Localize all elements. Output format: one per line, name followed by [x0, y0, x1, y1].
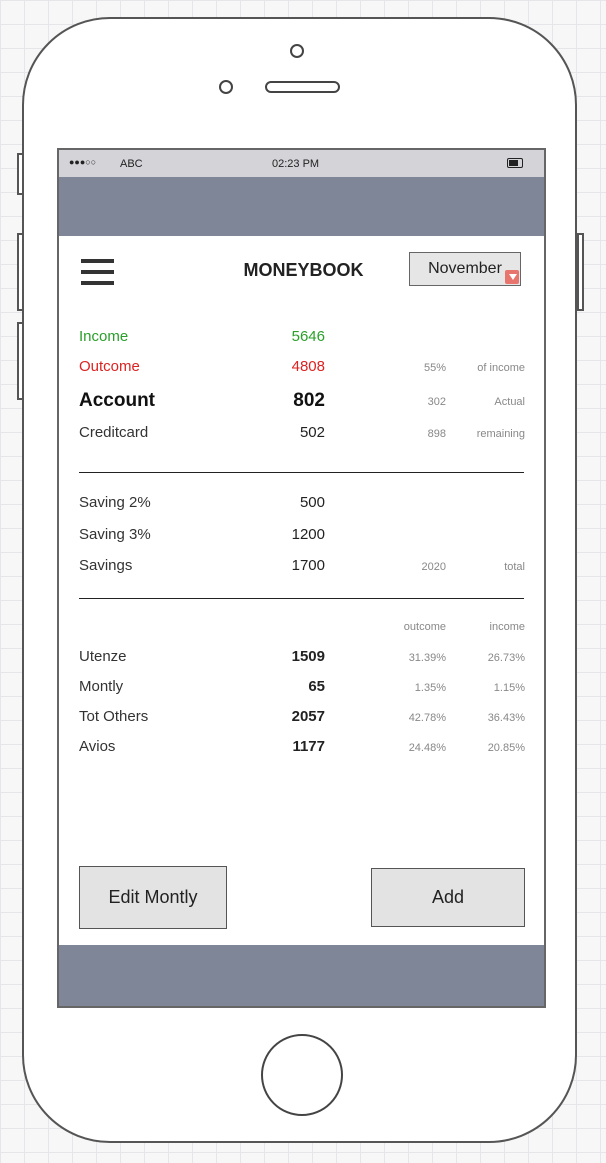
signal-icon: ●●●○○: [69, 157, 97, 167]
expense-outcome-percent: 1.35%: [414, 682, 446, 694]
edit-montly-button[interactable]: Edit Montly: [79, 866, 227, 929]
home-button[interactable]: [261, 1034, 343, 1116]
battery-icon: [507, 158, 523, 168]
main-content: MONEYBOOK November Income 5646 Outcome 4…: [59, 236, 544, 945]
expense-label: Utenze: [79, 648, 127, 665]
status-time: 02:23 PM: [272, 158, 320, 170]
column-header-income: income: [489, 621, 525, 633]
savings-value: 500: [299, 494, 325, 511]
account-actual-value: 302: [427, 396, 446, 408]
outcome-percent: 55%: [423, 362, 446, 374]
add-button[interactable]: Add: [371, 868, 525, 927]
savings-total-value: 2020: [421, 561, 446, 573]
carrier-name: ABC: [120, 158, 143, 170]
expense-label: Avios: [79, 738, 116, 755]
savings-total-label: total: [504, 561, 525, 573]
creditcard-remaining-value: 898: [427, 428, 446, 440]
expense-income-percent: 20.85%: [487, 742, 525, 754]
month-label: November: [428, 260, 502, 277]
expense-label: Montly: [79, 678, 124, 695]
section-divider: [79, 598, 524, 599]
savings-label: Saving 2%: [79, 494, 151, 511]
expense-row: Avios 1177 24.48% 20.85%: [59, 738, 544, 758]
navigation-bar: [59, 177, 544, 236]
creditcard-label: Creditcard: [79, 424, 149, 441]
savings-label: Savings: [79, 557, 133, 574]
outcome-value: 4808: [291, 358, 325, 375]
expense-label: Tot Others: [79, 708, 149, 725]
income-row: Income 5646: [59, 328, 544, 348]
expense-row: Utenze 1509 31.39% 26.73%: [59, 648, 544, 668]
power-button: [577, 233, 584, 311]
speaker-grille: [265, 81, 340, 93]
account-label: Account: [79, 390, 155, 411]
month-selector[interactable]: November: [409, 252, 521, 286]
savings-row: Saving 3% 1200: [59, 526, 544, 546]
section-divider: [79, 472, 524, 473]
sensor-icon: [219, 80, 233, 94]
expense-row: Montly 65 1.35% 1.15%: [59, 678, 544, 698]
outcome-label: Outcome: [79, 358, 140, 375]
account-value: 802: [293, 390, 325, 411]
creditcard-value: 502: [299, 424, 325, 441]
expense-value: 1509: [291, 648, 325, 665]
creditcard-remaining-label: remaining: [476, 428, 525, 440]
expense-income-percent: 26.73%: [487, 652, 525, 664]
phone-screen: ●●●○○ ABC 02:23 PM MONEYBOOK November In…: [57, 148, 546, 1008]
savings-value: 1700: [291, 557, 325, 574]
expense-outcome-percent: 24.48%: [408, 742, 446, 754]
expense-value: 1177: [292, 738, 325, 755]
outcome-row: Outcome 4808 55% of income: [59, 358, 544, 378]
savings-row: Saving 2% 500: [59, 494, 544, 514]
bottom-bar: [59, 945, 544, 1006]
dropdown-arrow-icon: [505, 270, 519, 284]
hamburger-menu-icon[interactable]: [81, 259, 115, 289]
expenses-header-row: outcome income: [59, 621, 544, 641]
income-value: 5646: [291, 328, 325, 345]
expense-outcome-percent: 42.78%: [408, 712, 446, 724]
status-bar: ●●●○○ ABC 02:23 PM: [59, 150, 544, 177]
expense-value: 2057: [291, 708, 325, 725]
expense-income-percent: 1.15%: [493, 682, 525, 694]
creditcard-row: Creditcard 502 898 remaining: [59, 424, 544, 444]
savings-value: 1200: [291, 526, 325, 543]
savings-label: Saving 3%: [79, 526, 151, 543]
income-label: Income: [79, 328, 129, 345]
expense-row: Tot Others 2057 42.78% 36.43%: [59, 708, 544, 728]
outcome-percent-label: of income: [477, 362, 525, 374]
account-actual-label: Actual: [494, 396, 525, 408]
expense-income-percent: 36.43%: [487, 712, 525, 724]
camera-icon: [290, 44, 304, 58]
expense-outcome-percent: 31.39%: [408, 652, 446, 664]
app-title: MONEYBOOK: [243, 260, 364, 280]
account-row: Account 802 302 Actual: [59, 390, 544, 411]
savings-total-row: Savings 1700 2020 total: [59, 557, 544, 577]
expense-value: 65: [308, 678, 325, 695]
column-header-outcome: outcome: [403, 621, 446, 633]
